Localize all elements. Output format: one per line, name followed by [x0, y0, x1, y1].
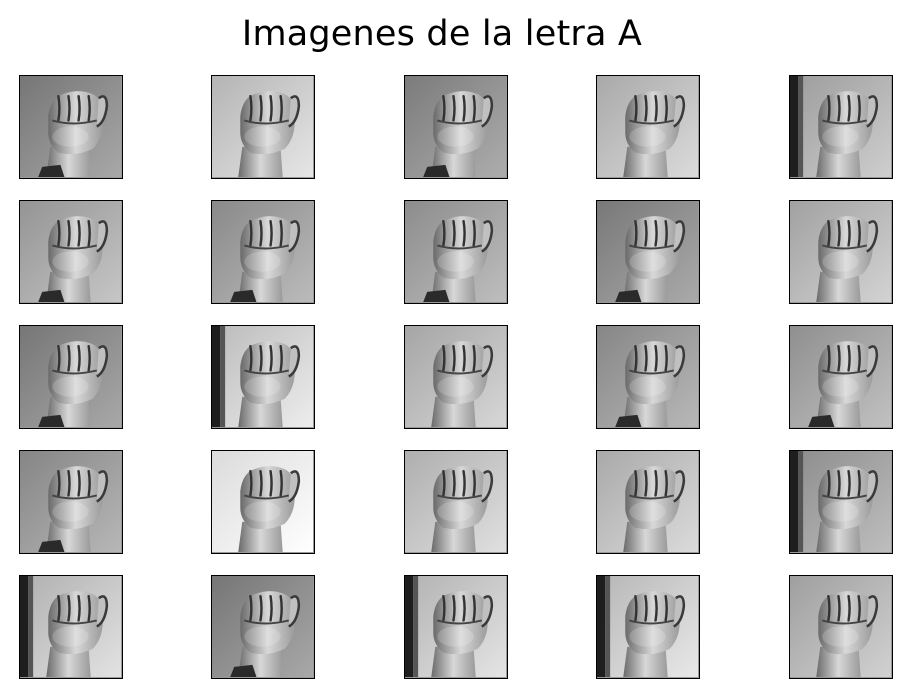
- hand-sign-image: [596, 450, 700, 554]
- hand-sign-image: [19, 200, 123, 304]
- hand-sign-image: [789, 575, 893, 679]
- hand-sign-image: [211, 575, 315, 679]
- hand-sign-image: [789, 450, 893, 554]
- hand-sign-picture: [212, 76, 313, 177]
- hand-sign-image: [596, 575, 700, 679]
- hand-sign-picture: [212, 576, 313, 677]
- hand-sign-image: [404, 450, 508, 554]
- hand-sign-image: [211, 75, 315, 179]
- hand-sign-picture: [20, 201, 121, 302]
- hand-sign-picture: [405, 326, 506, 427]
- hand-sign-picture: [597, 576, 698, 677]
- hand-sign-image: [19, 575, 123, 679]
- hand-sign-picture: [597, 326, 698, 427]
- hand-sign-picture: [405, 451, 506, 552]
- hand-sign-image: [404, 325, 508, 429]
- hand-sign-image: [789, 325, 893, 429]
- hand-sign-picture: [790, 201, 891, 302]
- hand-sign-picture: [790, 76, 891, 177]
- hand-sign-picture: [20, 76, 121, 177]
- hand-sign-picture: [597, 201, 698, 302]
- hand-sign-picture: [790, 451, 891, 552]
- hand-sign-image: [404, 200, 508, 304]
- hand-sign-picture: [597, 451, 698, 552]
- hand-sign-image: [211, 325, 315, 429]
- hand-sign-picture: [790, 576, 891, 677]
- hand-sign-picture: [405, 76, 506, 177]
- hand-sign-image: [19, 450, 123, 554]
- hand-sign-picture: [405, 576, 506, 677]
- hand-sign-image: [211, 200, 315, 304]
- hand-sign-image: [596, 75, 700, 179]
- hand-sign-picture: [212, 201, 313, 302]
- hand-sign-picture: [790, 326, 891, 427]
- hand-sign-image: [596, 325, 700, 429]
- hand-sign-image: [789, 75, 893, 179]
- hand-sign-image: [19, 325, 123, 429]
- figure-title: Imagenes de la letra A: [241, 14, 643, 54]
- hand-sign-image: [404, 75, 508, 179]
- hand-sign-picture: [20, 576, 121, 677]
- hand-sign-picture: [405, 201, 506, 302]
- hand-sign-image: [211, 450, 315, 554]
- hand-sign-image: [596, 200, 700, 304]
- hand-sign-picture: [20, 451, 121, 552]
- hand-sign-picture: [212, 451, 313, 552]
- hand-sign-picture: [212, 326, 313, 427]
- hand-sign-image: [19, 75, 123, 179]
- hand-sign-picture: [597, 76, 698, 177]
- hand-sign-image: [789, 200, 893, 304]
- hand-sign-picture: [20, 326, 121, 427]
- hand-sign-image: [404, 575, 508, 679]
